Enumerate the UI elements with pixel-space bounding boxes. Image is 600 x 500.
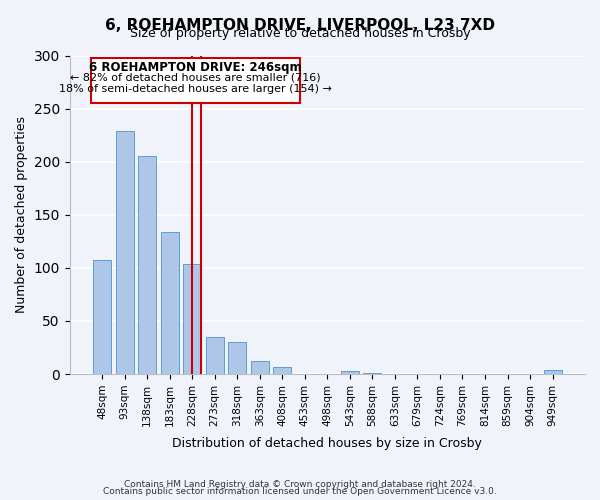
Bar (161, 232, 179, 374)
Bar (251, 362, 269, 374)
Text: 6 ROEHAMPTON DRIVE: 246sqm: 6 ROEHAMPTON DRIVE: 246sqm (89, 60, 302, 74)
Bar (206, 337, 224, 374)
Text: 6, ROEHAMPTON DRIVE, LIVERPOOL, L23 7XD: 6, ROEHAMPTON DRIVE, LIVERPOOL, L23 7XD (105, 18, 495, 32)
Text: ← 82% of detached houses are smaller (716): ← 82% of detached houses are smaller (71… (70, 73, 321, 83)
Bar (544, 370, 562, 374)
FancyBboxPatch shape (91, 58, 300, 104)
Text: 18% of semi-detached houses are larger (154) →: 18% of semi-detached houses are larger (… (59, 84, 332, 94)
Bar (228, 342, 246, 374)
Bar (273, 366, 291, 374)
Bar (364, 373, 382, 374)
Y-axis label: Number of detached properties: Number of detached properties (15, 116, 28, 314)
X-axis label: Distribution of detached houses by size in Crosby: Distribution of detached houses by size … (172, 437, 482, 450)
Bar (138, 156, 156, 374)
Text: Contains HM Land Registry data © Crown copyright and database right 2024.: Contains HM Land Registry data © Crown c… (124, 480, 476, 489)
Bar (93, 260, 111, 374)
Bar (183, 264, 201, 374)
Bar (116, 131, 134, 374)
Bar (341, 371, 359, 374)
Text: Contains public sector information licensed under the Open Government Licence v3: Contains public sector information licen… (103, 487, 497, 496)
Text: Size of property relative to detached houses in Crosby: Size of property relative to detached ho… (130, 28, 470, 40)
